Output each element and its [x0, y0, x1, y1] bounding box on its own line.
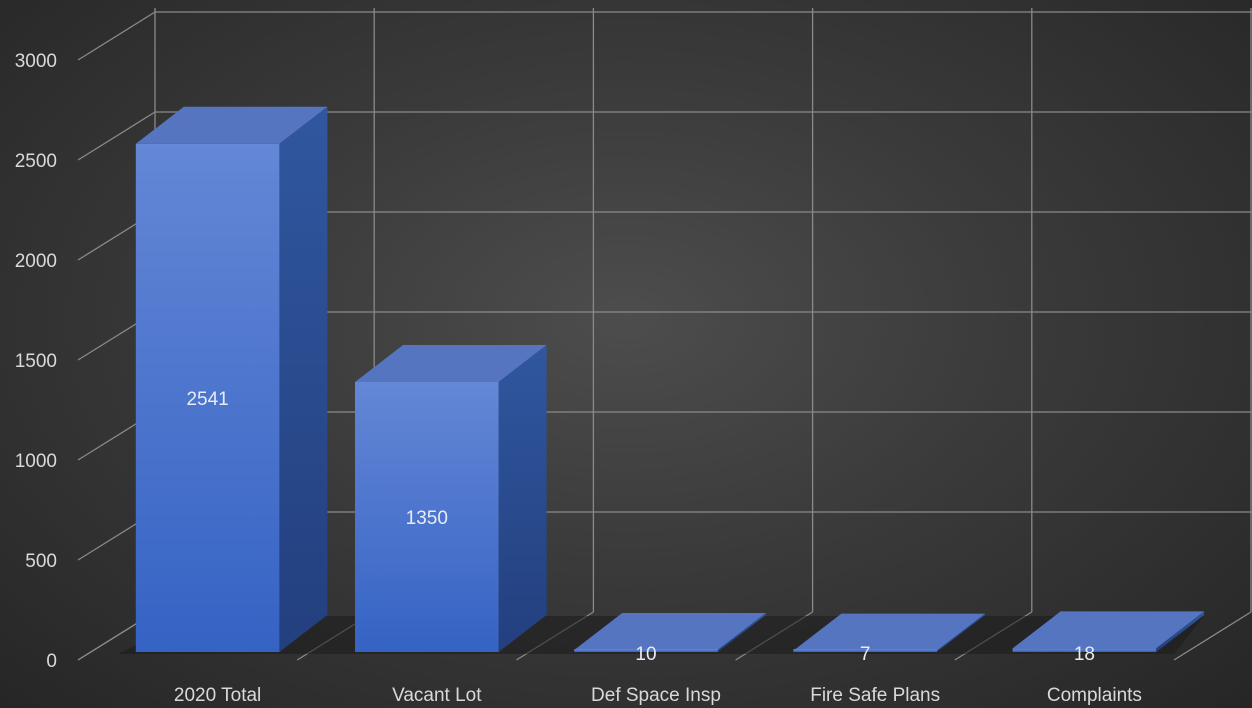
- bar-front-face: [135, 143, 280, 653]
- x-tick-label: Def Space Insp: [591, 685, 721, 706]
- y-tick-label: 0: [46, 651, 57, 672]
- bar-side-face: [1156, 611, 1205, 652]
- bar: [135, 106, 328, 653]
- y-tick-label: 2500: [15, 151, 57, 172]
- data-label: 2541: [186, 389, 228, 410]
- bar: [1012, 611, 1205, 652]
- y-tick-label: 500: [25, 551, 57, 572]
- bar-front-face: [793, 649, 937, 652]
- y-tick-label: 2000: [15, 251, 57, 272]
- bars: [135, 106, 1205, 653]
- bar-front-face: [1012, 648, 1157, 652]
- gridline-floor: [1173, 611, 1252, 661]
- data-label: 18: [1074, 644, 1095, 665]
- gridline-side: [77, 111, 156, 161]
- bar-front-face: [574, 649, 718, 652]
- x-tick-label: Complaints: [1047, 685, 1142, 706]
- bar-top-face: [793, 613, 985, 651]
- x-tick-label: 2020 Total: [174, 685, 261, 706]
- bar-top-face: [135, 106, 328, 144]
- bar-side-face: [717, 613, 766, 652]
- data-label: 1350: [406, 508, 448, 529]
- y-tick-label: 3000: [15, 51, 57, 72]
- bar-front-face: [355, 382, 499, 652]
- x-tick-label: Fire Safe Plans: [810, 685, 940, 706]
- bar-side-face: [936, 613, 985, 652]
- x-tick-label: Vacant Lot: [392, 685, 482, 706]
- bar-top-face: [355, 345, 547, 382]
- bar-top-face: [574, 613, 766, 650]
- bar-side-face: [279, 106, 328, 653]
- y-tick-label: 1000: [15, 451, 57, 472]
- bar-top-face: [1012, 611, 1205, 649]
- bar: [793, 613, 985, 652]
- data-label: 10: [635, 644, 656, 665]
- gridline-side: [77, 11, 156, 61]
- data-label: 7: [860, 644, 871, 665]
- bar: [574, 613, 766, 652]
- labels: 0 500 1000 1500 2000 2500 3000 2541 2020 Total 13…: [15, 51, 1142, 706]
- bar: [355, 345, 547, 652]
- y-tick-label: 1500: [15, 351, 57, 372]
- bar-side-face: [498, 345, 547, 652]
